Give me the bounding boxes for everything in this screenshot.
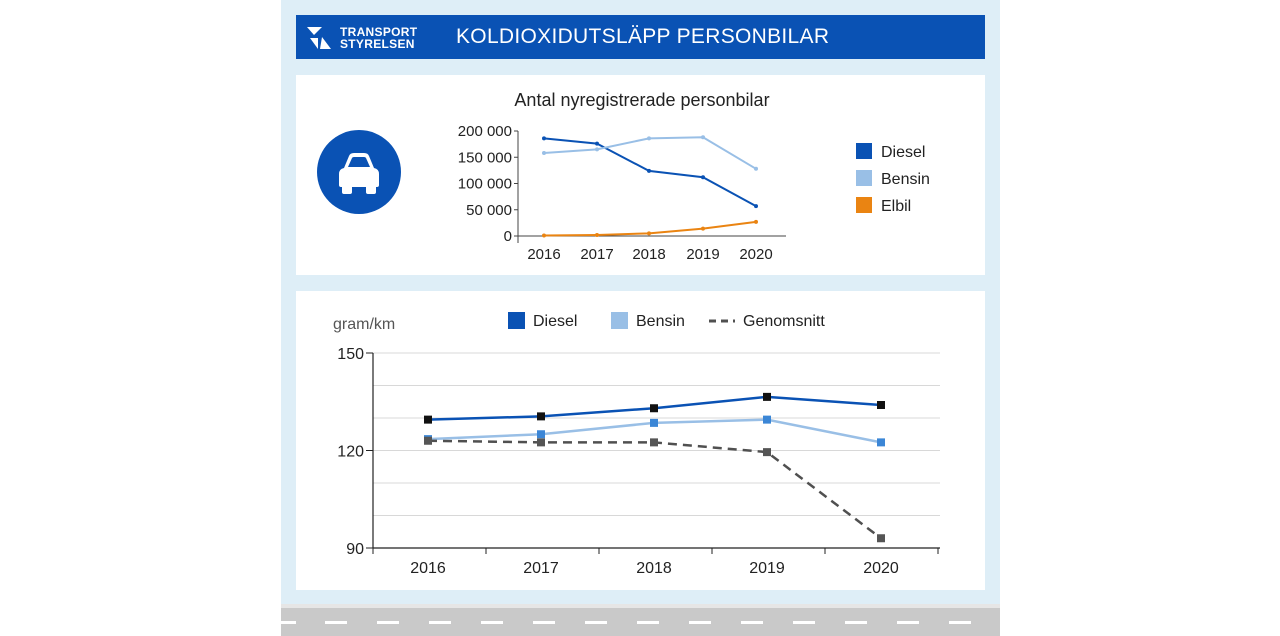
logo-text: TRANSPORT STYRELSEN	[340, 26, 417, 50]
road-dashes	[281, 604, 1000, 624]
chart2-legend-label-bensin: Bensin	[636, 313, 685, 330]
chart2-point-genomsnitt	[424, 436, 432, 445]
chart1-x-tick-label: 2016	[527, 246, 560, 263]
chart2-point-diesel	[763, 392, 771, 401]
chart1-y-tick-label: 200 000	[458, 123, 512, 140]
chart1-point-elbil	[647, 231, 651, 236]
chart2-point-genomsnitt	[877, 534, 885, 543]
chart2-point-bensin	[650, 418, 658, 427]
chart1-y-tick-label: 100 000	[458, 176, 512, 193]
registrations-chart: Antal nyregistrerade personbilar 0 50 000 1…	[458, 90, 930, 263]
chart1-point-bensin	[542, 151, 546, 156]
chart2-legend-label-diesel: Diesel	[533, 313, 577, 330]
logo-line-2: STYRELSEN	[340, 37, 415, 51]
chart1-point-elbil	[595, 232, 599, 237]
chart1-y-tick-label: 0	[504, 228, 512, 245]
logo-line-1: TRANSPORT	[340, 25, 418, 39]
chart2-point-bensin	[877, 438, 885, 447]
chart1-point-elbil	[754, 219, 758, 224]
chart1-point-diesel	[542, 136, 546, 141]
chart2-y-tick-label: 150	[337, 346, 364, 363]
chart1-legend-swatch-diesel	[856, 143, 872, 159]
chart1-legend-swatch-bensin	[856, 170, 872, 186]
chart1-x-tick-label: 2018	[632, 246, 665, 263]
chart1-point-bensin	[595, 147, 599, 152]
chart1-point-diesel	[647, 168, 651, 173]
chart2-legend-swatch-diesel	[508, 312, 525, 329]
chart2-y-axis-label: gram/km	[333, 316, 395, 333]
chart2-x-tick-label: 2017	[523, 560, 559, 577]
chart1-point-elbil	[701, 226, 705, 231]
chart2-legend-swatch-bensin	[611, 312, 628, 329]
chart2-x-tick-label: 2020	[863, 560, 899, 577]
chart2-point-diesel	[424, 415, 432, 424]
chart2-y-tick-label: 120	[337, 444, 364, 461]
chart1-legend-label-diesel: Diesel	[881, 144, 925, 161]
chart1-point-diesel	[595, 141, 599, 146]
chart2-legend-label-genomsnitt: Genomsnitt	[743, 313, 825, 330]
chart1-y-tick-label: 150 000	[458, 149, 512, 166]
chart2-point-genomsnitt	[763, 448, 771, 457]
chart1-point-diesel	[701, 175, 705, 180]
chart1-title: Antal nyregistrerade personbilar	[514, 90, 769, 110]
chart2-point-diesel	[537, 412, 545, 421]
chart2-point-diesel	[877, 401, 885, 409]
chart2-x-tick-label: 2019	[749, 560, 785, 577]
chart2-y-tick-label: 90	[346, 541, 364, 558]
chart2-point-diesel	[650, 404, 658, 413]
chart1-legend-label-bensin: Bensin	[881, 171, 930, 188]
page-title: KOLDIOXIDUTSLÄPP PERSONBILAR	[456, 25, 830, 48]
chart1-point-bensin	[701, 135, 705, 140]
chart2-x-tick-label: 2016	[410, 560, 446, 577]
chart2-line-genomsnitt	[427, 439, 882, 540]
transportstyrelsen-logo: TRANSPORT STYRELSEN	[306, 23, 424, 53]
chart1-legend-label-elbil: Elbil	[881, 198, 911, 215]
transportstyrelsen-logo-icon	[307, 27, 331, 49]
emissions-panel: gram/km 90 120 150 2016 2017 2018 2019 2020 Diese…	[296, 291, 985, 590]
header-banner: TRANSPORT STYRELSEN KOLDIOXIDUTSLÄPP PER…	[296, 15, 985, 59]
road-decoration	[281, 604, 1000, 636]
chart1-x-tick-label: 2020	[739, 246, 772, 263]
chart1-x-tick-label: 2019	[686, 246, 719, 263]
chart1-point-diesel	[754, 204, 758, 209]
chart2-point-bensin	[537, 430, 545, 439]
emissions-chart: gram/km 90 120 150 2016 2017 2018 2019 2020 Diese…	[333, 312, 940, 577]
car-icon	[317, 130, 401, 214]
chart2-point-bensin	[763, 415, 771, 424]
chart1-legend-swatch-elbil	[856, 197, 872, 213]
chart1-point-bensin	[754, 166, 758, 171]
chart1-x-tick-label: 2017	[580, 246, 613, 263]
registrations-panel: Antal nyregistrerade personbilar 0 50 000 1…	[296, 75, 985, 275]
chart1-point-bensin	[647, 136, 651, 141]
chart1-y-tick-label: 50 000	[466, 202, 512, 219]
chart1-point-elbil	[542, 233, 546, 238]
chart2-point-genomsnitt	[537, 438, 545, 447]
chart2-x-tick-label: 2018	[636, 560, 672, 577]
chart2-point-genomsnitt	[650, 438, 658, 447]
